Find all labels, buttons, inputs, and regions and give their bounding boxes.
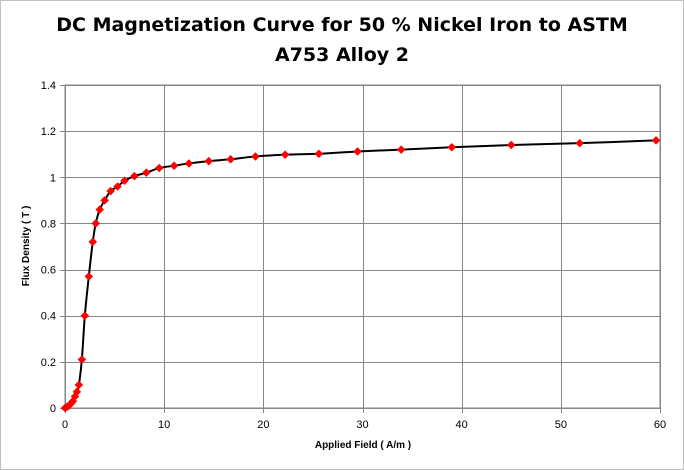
data-point-marker — [72, 387, 82, 397]
x-tick-label: 0 — [62, 419, 68, 431]
data-point-marker — [204, 156, 214, 166]
x-tick-labels: 0 10 20 30 40 50 60 — [62, 419, 666, 431]
plot-area — [64, 84, 661, 409]
data-point-marker — [651, 136, 661, 145]
x-tick-label: 50 — [555, 419, 567, 431]
data-point-marker — [447, 142, 457, 152]
gridlines — [65, 85, 661, 408]
data-point-marker — [106, 186, 115, 196]
data-point-marker — [77, 355, 87, 364]
chart-title: DC Magnetization Curve for 50 % Nickel I… — [0, 10, 684, 70]
data-point-marker — [80, 311, 90, 321]
data-point-marker — [84, 272, 94, 281]
y-tick-label: 0.2 — [41, 357, 56, 369]
data-point-marker — [169, 161, 179, 171]
data-point-marker — [280, 150, 290, 160]
data-point-marker — [251, 152, 260, 161]
data-point-marker — [353, 147, 362, 156]
y-tick-label: 0.8 — [41, 218, 56, 230]
data-point-marker — [396, 145, 406, 154]
data-point-marker — [506, 140, 516, 150]
chart-title-line-1: DC Magnetization Curve for 50 % Nickel I… — [56, 14, 628, 36]
x-axis-label: Applied Field ( A/m ) — [315, 440, 411, 451]
y-tick-label: 0 — [50, 403, 56, 415]
y-tick-label: 1.2 — [41, 126, 56, 138]
data-point-marker — [184, 159, 194, 168]
x-tick-label: 20 — [257, 419, 269, 431]
y-tick-label: 1 — [50, 172, 56, 184]
data-point-marker — [575, 138, 585, 148]
data-point-marker — [95, 205, 105, 214]
data-point-marker — [130, 171, 139, 181]
x-tick-label: 40 — [456, 419, 468, 431]
y-tick-label: 1.4 — [41, 80, 56, 92]
data-point-marker — [120, 176, 129, 186]
data-point-marker — [100, 196, 110, 205]
x-tick-label: 30 — [356, 419, 368, 431]
y-axis-label: Flux Density ( T ) — [21, 206, 32, 287]
x-tick-label: 10 — [158, 419, 170, 431]
x-tick-label: 60 — [654, 419, 666, 431]
chart-title-line-2: A753 Alloy 2 — [275, 44, 409, 66]
data-point-marker — [113, 182, 122, 191]
data-point-marker — [88, 237, 98, 247]
data-point-marker — [91, 219, 101, 228]
data-point-marker — [314, 149, 324, 159]
y-tick-label: 0.6 — [41, 265, 56, 277]
y-tick-labels: 0 0.2 0.4 0.6 0.8 1 1.2 1.4 — [41, 80, 56, 415]
data-point-marker — [154, 163, 164, 173]
data-point-marker — [141, 168, 151, 178]
data-point-marker — [226, 154, 235, 164]
y-tick-label: 0.4 — [41, 311, 56, 323]
data-point-marker — [74, 380, 84, 390]
series-markers — [60, 136, 661, 413]
